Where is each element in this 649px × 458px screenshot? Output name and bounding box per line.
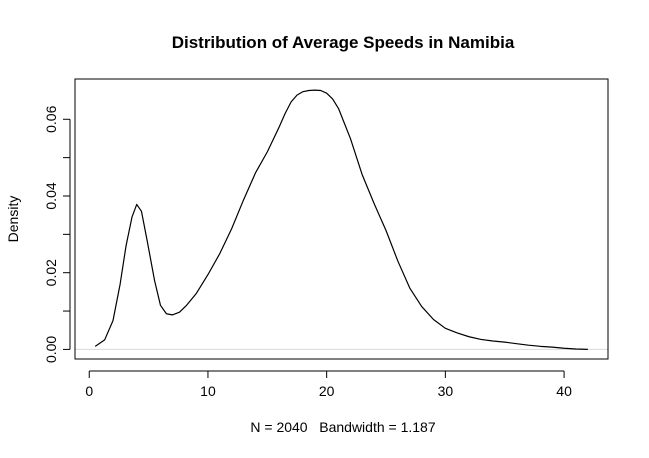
y-tick-label: 0.00 (43, 336, 59, 363)
y-tick-label: 0.02 (43, 259, 59, 286)
y-axis: 0.00 0.02 0.04 0.06 (43, 105, 71, 363)
x-tick-label: 0 (85, 383, 93, 399)
x-tick-label: 40 (556, 383, 572, 399)
plot-frame (74, 78, 609, 360)
y-axis-label: Density (5, 196, 21, 243)
x-tick-label: 20 (319, 383, 335, 399)
x-axis: 0 10 20 30 40 (85, 370, 572, 399)
x-axis-label: N = 2040 Bandwidth = 1.187 (250, 419, 435, 435)
y-tick-label: 0.06 (43, 105, 59, 132)
y-tick-label: 0.04 (43, 182, 59, 209)
x-tick-label: 10 (200, 383, 216, 399)
series-layer (94, 89, 588, 351)
chart-title: Distribution of Average Speeds in Namibi… (172, 33, 515, 52)
density-line (94, 89, 588, 351)
x-tick-label: 30 (438, 383, 454, 399)
